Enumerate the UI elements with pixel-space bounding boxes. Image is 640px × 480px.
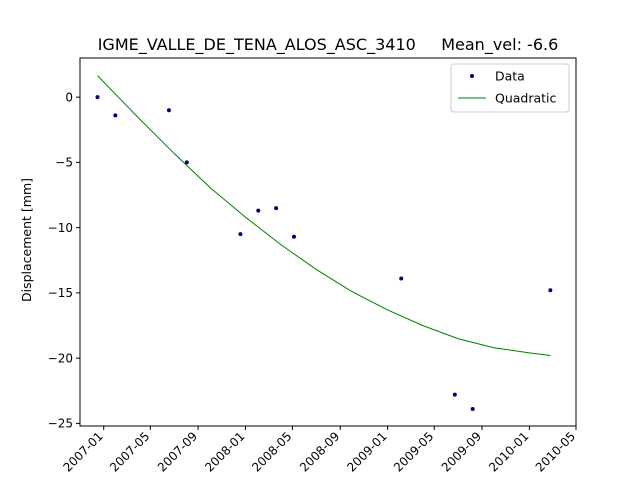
data-point bbox=[548, 288, 553, 293]
y-tick-label: −5 bbox=[55, 156, 73, 170]
data-point bbox=[256, 208, 261, 213]
y-tick-label: −10 bbox=[48, 221, 73, 235]
x-tick-label: 2009-09 bbox=[439, 429, 484, 474]
x-tick-label: 2010-05 bbox=[533, 429, 578, 474]
legend-marker-data bbox=[470, 74, 474, 78]
data-point bbox=[470, 407, 475, 412]
series-line-quadratic bbox=[97, 75, 551, 356]
chart-title: IGME_VALLE_DE_TENA_ALOS_ASC_3410 Mean_ve… bbox=[98, 35, 559, 55]
x-tick-label: 2008-01 bbox=[202, 429, 247, 474]
data-point bbox=[113, 113, 118, 118]
legend-label-quadratic: Quadratic bbox=[495, 91, 557, 106]
data-point bbox=[274, 206, 279, 211]
data-point bbox=[238, 232, 243, 237]
y-axis-label: Displacement [mm] bbox=[19, 178, 34, 302]
plot-frame bbox=[79, 57, 577, 427]
x-tick-label: 2008-05 bbox=[249, 429, 294, 474]
data-point bbox=[452, 392, 457, 397]
data-point bbox=[399, 276, 404, 281]
x-tick-label: 2007-05 bbox=[107, 429, 152, 474]
x-tick-label: 2010-01 bbox=[486, 429, 531, 474]
legend: Data Quadratic bbox=[450, 63, 570, 113]
x-tick-label: 2009-01 bbox=[344, 429, 389, 474]
x-tick-label: 2007-09 bbox=[155, 429, 200, 474]
data-point bbox=[166, 108, 171, 113]
data-point bbox=[184, 160, 189, 165]
y-tick-label: −25 bbox=[48, 417, 73, 431]
y-tick-label: −20 bbox=[48, 351, 73, 365]
y-tick-label: 0 bbox=[65, 90, 73, 104]
x-tick-label: 2008-09 bbox=[297, 429, 342, 474]
data-point bbox=[95, 95, 100, 100]
y-tick-label: −15 bbox=[48, 286, 73, 300]
data-point bbox=[292, 234, 297, 239]
x-tick-label: 2009-05 bbox=[391, 429, 436, 474]
x-tick-label: 2007-01 bbox=[60, 429, 105, 474]
legend-frame bbox=[450, 63, 570, 113]
legend-label-data: Data bbox=[495, 69, 525, 84]
